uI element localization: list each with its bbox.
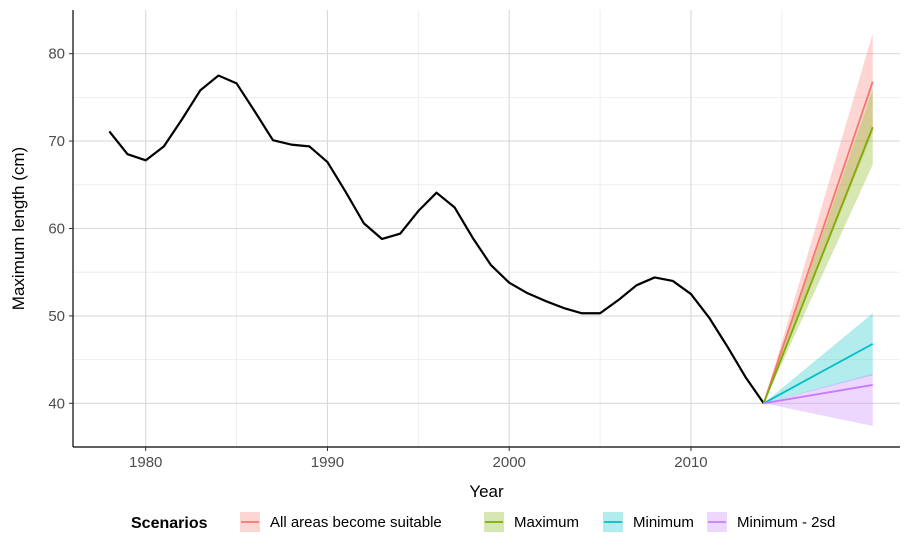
historical-line <box>108 74 765 404</box>
ticks: 1980 1990 2000 2010 40 50 60 70 80 <box>48 46 707 471</box>
line-minimum <box>763 343 874 405</box>
x-tick-label: 1980 <box>129 454 162 471</box>
confidence-bands <box>763 33 873 427</box>
x-tick-label: 1990 <box>311 454 344 471</box>
band-minimum-2sd <box>763 373 873 427</box>
line-all-areas-become-suitable <box>762 81 874 404</box>
x-tick-label: 2010 <box>674 454 707 471</box>
y-tick-label: 80 <box>48 46 65 63</box>
series-lines <box>108 74 874 405</box>
band-minimum <box>763 313 873 404</box>
legend: Scenarios All areas become suitable Maxim… <box>131 512 835 532</box>
legend-title: Scenarios <box>131 515 208 532</box>
line-minimum-2sd <box>763 384 873 405</box>
y-axis-title: Maximum length (cm) <box>9 147 28 310</box>
y-tick-label: 60 <box>48 221 65 238</box>
legend-label: All areas become suitable <box>270 514 442 531</box>
y-tick-label: 70 <box>48 133 65 150</box>
x-tick-label: 2000 <box>493 454 526 471</box>
legend-label: Minimum <box>633 514 694 531</box>
legend-label: Maximum <box>514 514 579 531</box>
line-maximum <box>762 126 874 404</box>
x-axis-title: Year <box>469 482 504 501</box>
y-tick-label: 50 <box>48 308 65 325</box>
y-tick-label: 40 <box>48 395 65 412</box>
legend-label: Minimum - 2sd <box>737 514 835 531</box>
band-all-areas-become-suitable <box>763 33 873 404</box>
grid <box>73 10 900 447</box>
